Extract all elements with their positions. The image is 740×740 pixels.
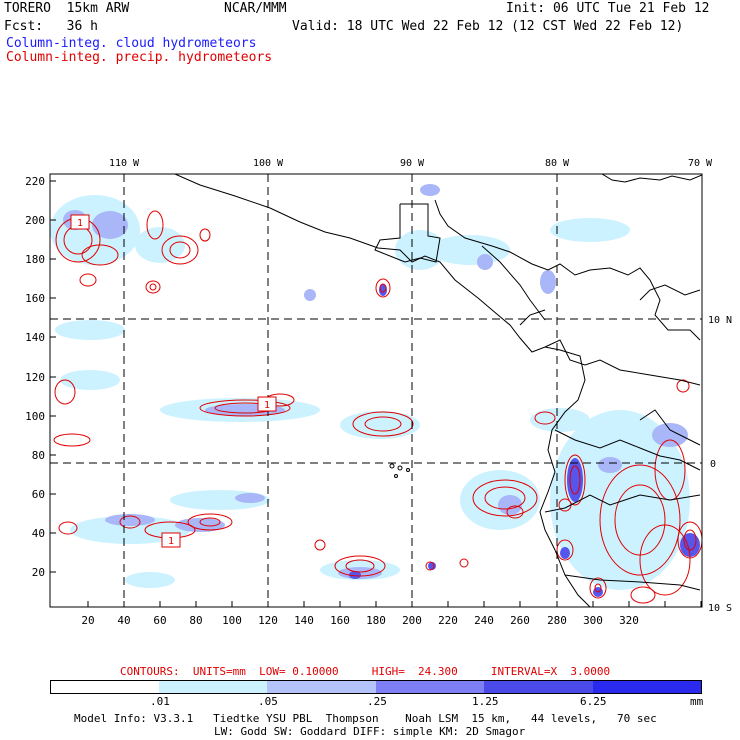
lon-label: 110 W xyxy=(109,158,140,169)
contour-info: CONTOURS: UNITS=mm LOW= 0.10000 HIGH= 24… xyxy=(120,666,610,678)
colorbar-tick: 6.25 xyxy=(580,695,607,708)
model-physics: LW: Godd SW: Goddard DIFF: simple KM: 2D… xyxy=(214,725,526,738)
box-label: 1 xyxy=(77,218,83,229)
x-tick-label: 160 xyxy=(330,614,350,627)
cloud-field-title: Column-integ. cloud hydrometeors xyxy=(6,36,257,51)
axis-ticks xyxy=(50,180,702,607)
x-tick-label: 260 xyxy=(510,614,530,627)
x-tick-label: 240 xyxy=(474,614,494,627)
x-tick-label: 200 xyxy=(402,614,422,627)
lon-label: 80 W xyxy=(545,158,570,169)
x-tick-label: 120 xyxy=(258,614,278,627)
colorbar-tick: .01 xyxy=(150,695,170,708)
contour-label-boxes xyxy=(70,214,277,548)
x-tick-label: 280 xyxy=(547,614,567,627)
contour-low: LOW= 0.10000 xyxy=(259,665,339,678)
y-tick-label: 40 xyxy=(32,527,45,540)
coastlines xyxy=(174,174,702,607)
center-label: NCAR/MMM xyxy=(224,1,287,16)
y-tick-label: 120 xyxy=(25,371,45,384)
precip-field-title: Column-integ. precip. hydrometeors xyxy=(6,50,273,65)
x-tick-label: 40 xyxy=(117,614,130,627)
x-tick-label: 180 xyxy=(366,614,386,627)
x-tick-label: 20 xyxy=(81,614,94,627)
cloud-shading xyxy=(50,184,700,597)
x-tick-label: 60 xyxy=(153,614,166,627)
y-tick-label: 60 xyxy=(32,488,45,501)
colorbar-tick: 1.25 xyxy=(472,695,499,708)
y-tick-label: 100 xyxy=(25,410,45,423)
box-label: 1 xyxy=(264,400,270,411)
colorbar-cell xyxy=(159,681,267,693)
y-tick-label: 140 xyxy=(25,331,45,344)
valid-time: Valid: 18 UTC Wed 22 Feb 12 (12 CST Wed … xyxy=(292,19,684,34)
contour-interval: INTERVAL=X 3.0000 xyxy=(490,665,611,678)
lon-label: 70 W xyxy=(688,158,713,169)
contour-units: UNITS=mm xyxy=(192,665,246,678)
contour-high: HIGH= 24.300 xyxy=(371,665,458,678)
x-tick-label: 100 xyxy=(222,614,242,627)
y-tick-label: 160 xyxy=(25,292,45,305)
y-tick-label: 220 xyxy=(25,175,45,188)
y-tick-label: 180 xyxy=(25,253,45,266)
lon-label: 90 W xyxy=(400,158,425,169)
lat-label: 0 xyxy=(710,459,716,470)
contour-label: CONTOURS: xyxy=(120,665,180,678)
lon-label: 100 W xyxy=(253,158,284,169)
graticule xyxy=(50,174,702,607)
forecast-hour: Fcst: 36 h xyxy=(4,19,98,34)
colorbar-tick: .25 xyxy=(367,695,387,708)
model-info: Model Info: V3.3.1 Tiedtke YSU PBL Thomp… xyxy=(74,712,657,725)
model-title: TORERO 15km ARW xyxy=(4,1,130,16)
colorbar xyxy=(50,680,702,694)
box-label: 1 xyxy=(168,536,174,547)
x-tick-label: 320 xyxy=(619,614,639,627)
y-tick-label: 80 xyxy=(32,449,45,462)
colorbar-cell xyxy=(593,681,701,693)
x-tick-label: 140 xyxy=(294,614,314,627)
colorbar-tick: .05 xyxy=(258,695,278,708)
colorbar-cell xyxy=(51,681,159,693)
x-tick-label: 80 xyxy=(189,614,202,627)
colorbar-cell xyxy=(376,681,484,693)
y-tick-label: 20 xyxy=(32,566,45,579)
x-tick-label: 220 xyxy=(438,614,458,627)
colorbar-unit: mm xyxy=(690,695,704,708)
y-tick-label: 200 xyxy=(25,214,45,227)
colorbar-cell xyxy=(484,681,593,693)
x-tick-label: 300 xyxy=(583,614,603,627)
colorbar-cell xyxy=(267,681,376,693)
lat-label: 10 N xyxy=(708,315,732,326)
init-time: Init: 06 UTC Tue 21 Feb 12 xyxy=(506,1,710,16)
lat-label: 10 S xyxy=(708,603,732,614)
